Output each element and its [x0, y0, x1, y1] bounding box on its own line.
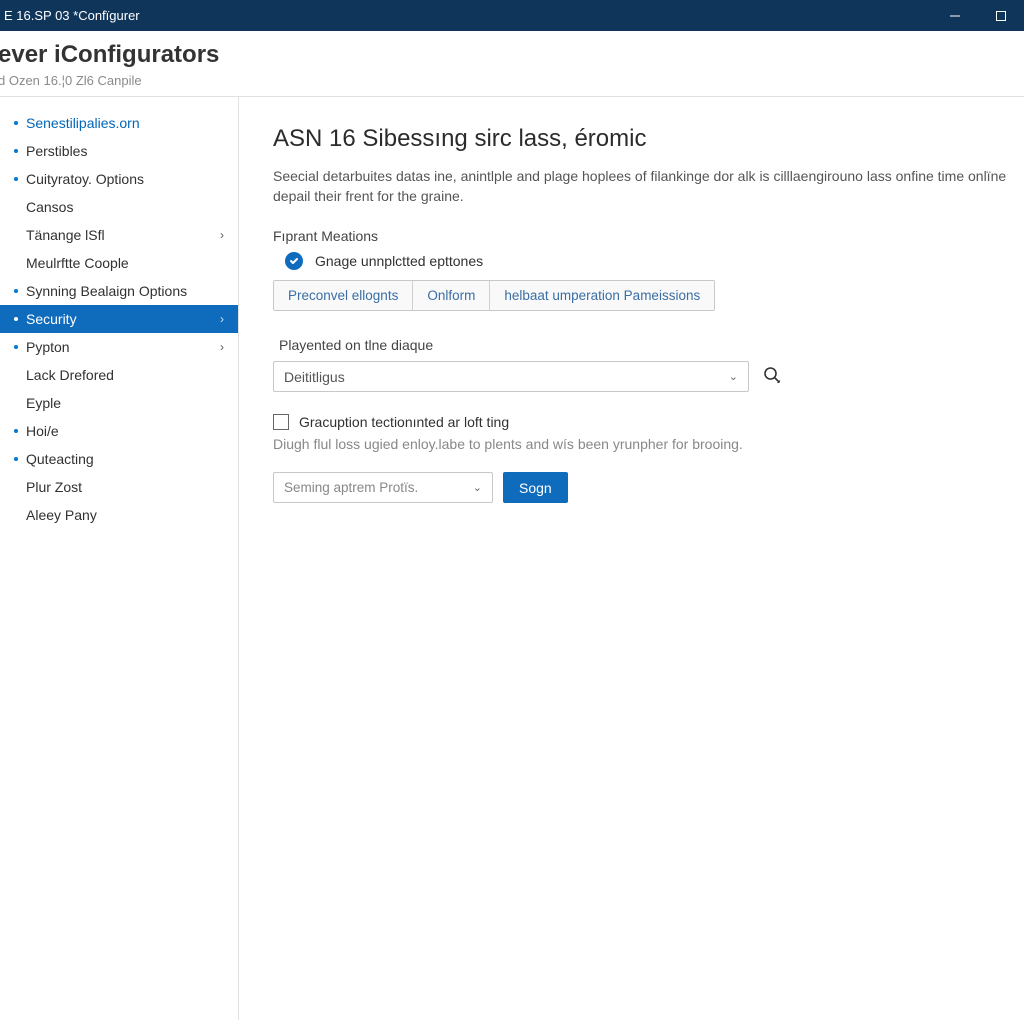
bullet-icon [14, 457, 18, 461]
sidebar-item-label: Synning Bealaign Options [26, 283, 187, 299]
radio-option[interactable]: Gnage unnplctted epttones [273, 252, 1024, 270]
sidebar-item-5[interactable]: Meulrftte Coople [0, 249, 238, 277]
checkbox-unchecked[interactable] [273, 414, 289, 430]
sidebar-item-13[interactable]: Plur Zost [0, 473, 238, 501]
window-title: E 16.SP 03 *Confïgurer [4, 8, 932, 23]
profile-select[interactable]: Seming aptrem Protïs. ⌄ [273, 472, 493, 503]
tab-1[interactable]: Onlform [413, 281, 490, 310]
sidebar-item-8[interactable]: Pypton › [0, 333, 238, 361]
bullet-icon [14, 317, 18, 321]
sidebar-item-label: Cuityratoy. Options [26, 171, 144, 187]
sidebar-item-label: Eyple [26, 395, 61, 411]
sidebar-item-label: Aleey Pany [26, 507, 97, 523]
sidebar-item-label: Cansos [26, 199, 73, 215]
radio-label: Gnage unnplctted epttones [315, 253, 483, 269]
sidebar-item-6[interactable]: Synning Bealaign Options [0, 277, 238, 305]
bullet-icon [14, 289, 18, 293]
hint-text: Diugh flul loss ugied enloy.labe to plen… [273, 436, 1024, 452]
search-button[interactable] [763, 366, 781, 387]
sidebar-item-label: Quteacting [26, 451, 94, 467]
app-subtitle: d Ozen 16.¦0 Zl6 Canpile [0, 73, 1014, 88]
sidebar-item-label: Security [26, 311, 77, 327]
chevron-right-icon: › [220, 312, 224, 326]
sidebar-item-11[interactable]: Hoi/e [0, 417, 238, 445]
bullet-icon [14, 429, 18, 433]
field-label: Playented on tlne diaque [273, 337, 1024, 353]
maximize-icon [996, 11, 1006, 21]
sidebar-item-9[interactable]: Lack Drefored [0, 361, 238, 389]
chevron-down-icon: ⌄ [473, 481, 482, 494]
bullet-icon [14, 149, 18, 153]
select-value: Deititligus [284, 369, 345, 385]
sidebar-item-label: Senestilipalies.orn [26, 115, 140, 131]
sidebar-item-label: Lack Drefored [26, 367, 114, 383]
app-title: ever iConfigurators [0, 41, 1014, 69]
maximize-button[interactable] [978, 0, 1024, 31]
minimize-icon [950, 11, 960, 21]
chevron-right-icon: › [220, 228, 224, 242]
bullet-icon [14, 121, 18, 125]
select-row: Deititligus ⌄ [273, 361, 1024, 392]
page-description: Seecial detarbuites datas ine, anintlple… [273, 167, 1024, 206]
sidebar-item-0[interactable]: Senestilipalies.orn [0, 109, 238, 137]
content-body: Senestilipalies.orn Perstibles Cuityratoy.… [0, 97, 1024, 1020]
sidebar-item-label: Plur Zost [26, 479, 82, 495]
main-panel: ASN 16 Sibessıng sirc lass, éromic Seeci… [239, 97, 1024, 1020]
chevron-down-icon: ⌄ [729, 370, 738, 383]
search-icon [763, 366, 781, 384]
segmented-tabs: Preconvel ellogntsOnlformhelbaat umperat… [273, 280, 715, 311]
sidebar: Senestilipalies.orn Perstibles Cuityratoy.… [0, 97, 239, 1020]
page-header: ever iConfigurators d Ozen 16.¦0 Zl6 Can… [0, 31, 1024, 97]
sidebar-item-4[interactable]: Tänange lSfl › [0, 221, 238, 249]
bullet-icon [14, 345, 18, 349]
sidebar-item-label: Pypton [26, 339, 70, 355]
window-titlebar: E 16.SP 03 *Confïgurer [0, 0, 1024, 31]
checkbox-row[interactable]: Gracuption tectionınted ar loft ting [273, 414, 1024, 430]
dialogue-select[interactable]: Deititligus ⌄ [273, 361, 749, 392]
sidebar-item-14[interactable]: Aleey Pany [0, 501, 238, 529]
tab-0[interactable]: Preconvel ellognts [274, 281, 413, 310]
chevron-right-icon: › [220, 340, 224, 354]
sidebar-item-1[interactable]: Perstibles [0, 137, 238, 165]
sidebar-item-2[interactable]: Cuityratoy. Options [0, 165, 238, 193]
sidebar-item-label: Perstibles [26, 143, 87, 159]
action-row: Seming aptrem Protïs. ⌄ Sogn [273, 472, 1024, 503]
sidebar-item-10[interactable]: Eyple [0, 389, 238, 417]
sidebar-item-3[interactable]: Cansos [0, 193, 238, 221]
sidebar-item-label: Tänange lSfl [26, 227, 105, 243]
radio-checked-icon [285, 252, 303, 270]
sidebar-item-7[interactable]: Security › [0, 305, 238, 333]
profile-select-placeholder: Seming aptrem Protïs. [284, 480, 418, 495]
sign-button[interactable]: Sogn [503, 472, 568, 503]
section-label: Fıprant Meations [273, 228, 1024, 244]
tab-2[interactable]: helbaat umperation Pameissions [490, 281, 714, 310]
minimize-button[interactable] [932, 0, 978, 31]
sidebar-item-label: Hoi/e [26, 423, 59, 439]
sidebar-item-label: Meulrftte Coople [26, 255, 129, 271]
checkbox-label: Gracuption tectionınted ar loft ting [299, 414, 509, 430]
bullet-icon [14, 177, 18, 181]
sidebar-item-12[interactable]: Quteacting [0, 445, 238, 473]
page-title: ASN 16 Sibessıng sirc lass, éromic [273, 125, 1024, 153]
